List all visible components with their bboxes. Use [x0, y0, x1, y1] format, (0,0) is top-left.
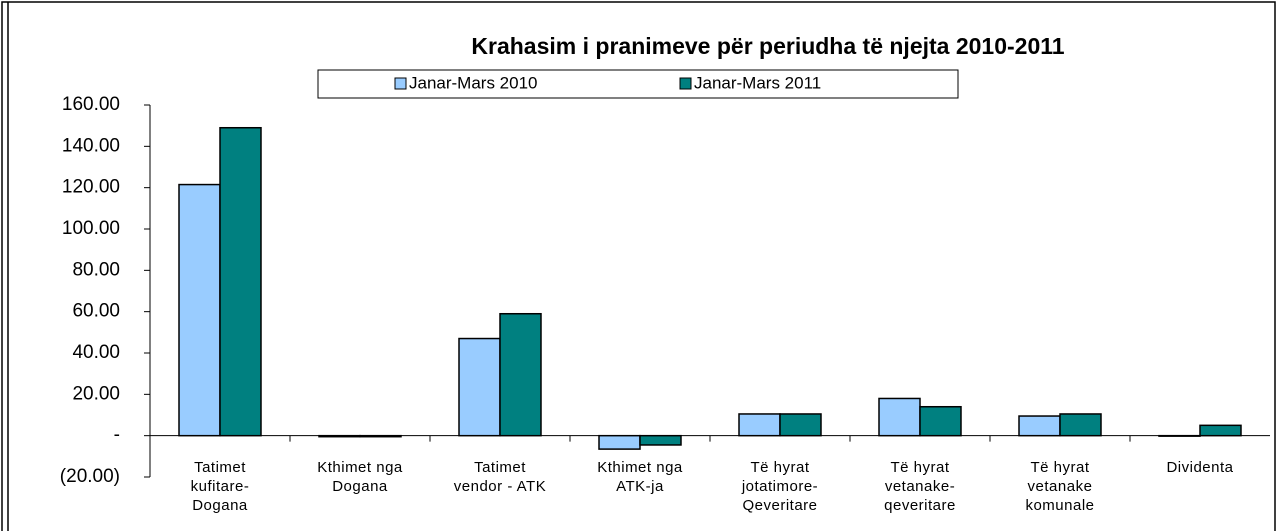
bar [499, 312, 542, 437]
bar [878, 397, 921, 437]
x-tick-label: Tatimet kufitare- Dogana [190, 459, 250, 514]
legend-swatch [679, 77, 692, 90]
y-tick-label: 20.00 [72, 383, 120, 404]
bar [598, 434, 641, 450]
legend-box [317, 69, 959, 99]
bar [318, 434, 361, 438]
y-tick-label: 80.00 [72, 259, 120, 280]
bar [1199, 424, 1242, 437]
y-tick-label: 60.00 [72, 301, 120, 322]
bar [458, 337, 501, 437]
bar [1059, 413, 1102, 437]
y-tick-label: 40.00 [72, 342, 120, 363]
x-tick-label: Kthimet nga ATK-ja [597, 459, 683, 495]
y-tick-label: 100.00 [62, 218, 120, 239]
x-tick-label: Tatimet vendor - ATK [453, 459, 547, 495]
bar [919, 405, 962, 437]
bar [219, 126, 262, 437]
bar [178, 183, 221, 437]
bar [639, 434, 682, 446]
x-tick-label: Të hyrat vetanake komunale [1025, 459, 1095, 514]
y-tick-label: (20.00) [60, 466, 120, 487]
y-tick-label: 160.00 [62, 94, 120, 115]
x-tick-label: Dividenta [1166, 459, 1234, 476]
legend-label: Janar-Mars 2011 [694, 73, 821, 92]
legend-swatch [394, 77, 407, 90]
x-tick-label: Kthimet nga Dogana [317, 459, 403, 495]
x-tick-label: Të hyrat vetanake- qeveritare [884, 459, 956, 514]
bar [779, 413, 822, 437]
y-tick-label: - [114, 425, 120, 446]
x-tick-label: Të hyrat jotatimore- Qeveritare [741, 459, 819, 514]
bar [1018, 415, 1061, 437]
bar [1158, 434, 1201, 437]
y-tick-label: 140.00 [62, 135, 120, 156]
bar [738, 413, 781, 437]
legend-label: Janar-Mars 2010 [409, 73, 538, 92]
bar [359, 434, 402, 438]
chart-title: Krahasim i pranimeve për periudha të nje… [471, 33, 1064, 59]
y-tick-label: 120.00 [62, 177, 120, 198]
